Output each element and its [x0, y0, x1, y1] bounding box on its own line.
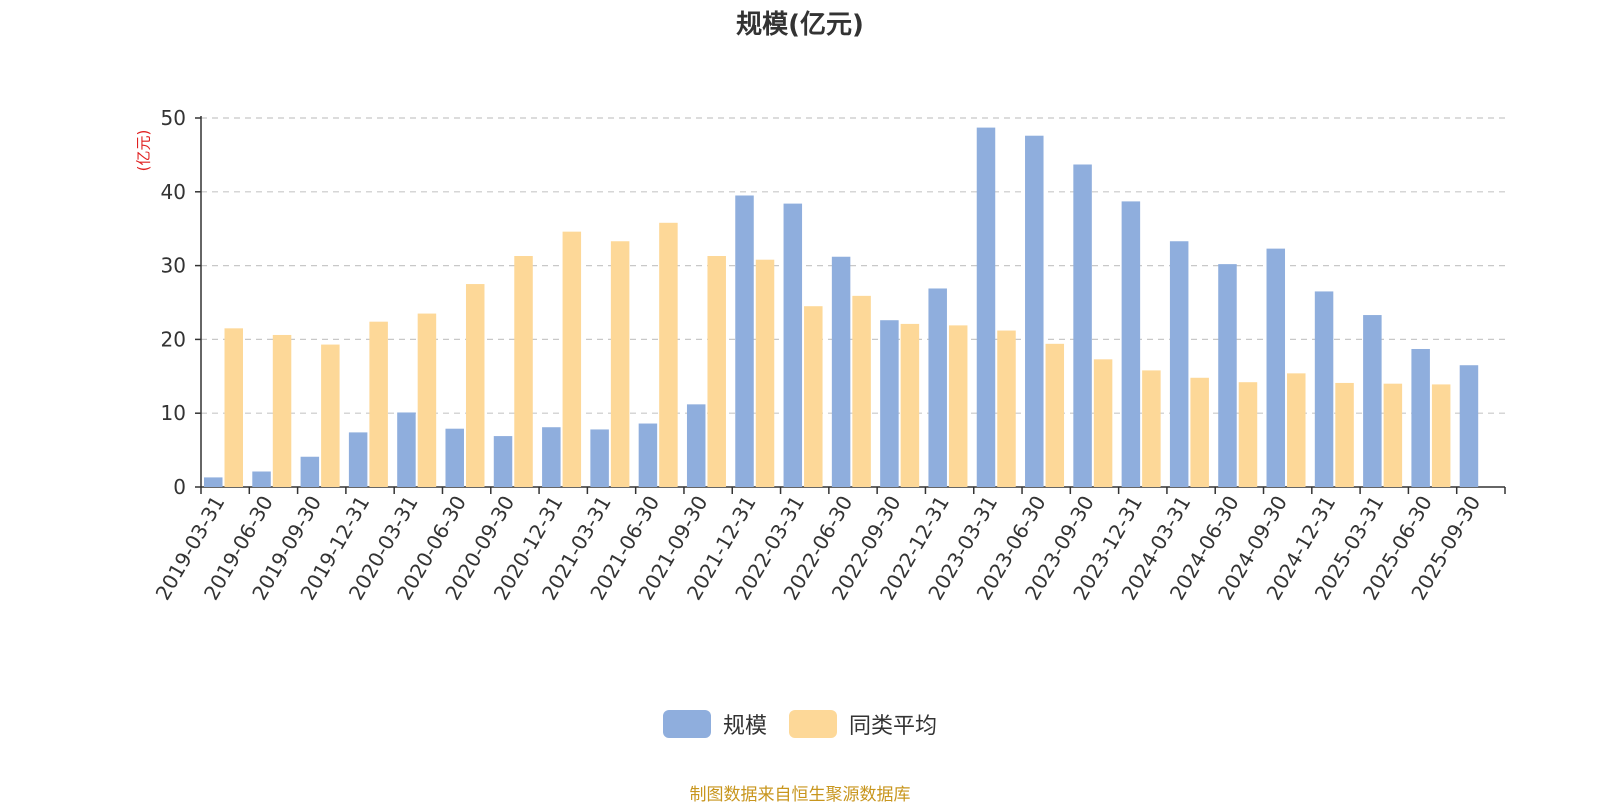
- bar-scale: [831, 256, 851, 487]
- bar-scale: [590, 429, 609, 487]
- y-axis-unit-text: (亿元): [134, 129, 153, 171]
- bar-category-average: [659, 222, 678, 487]
- bar-category-average: [1045, 343, 1065, 487]
- bar-scale: [1459, 365, 1479, 487]
- bar-scale: [1266, 248, 1286, 487]
- bar-scale: [735, 195, 754, 488]
- bar-category-average: [900, 323, 920, 487]
- bar-scale: [1121, 201, 1141, 488]
- bar-scale: [397, 412, 416, 487]
- chart-title: 规模(亿元): [736, 10, 864, 40]
- y-tick-label: 30: [161, 254, 186, 278]
- bar-category-average: [997, 330, 1016, 487]
- bar-scale: [783, 203, 803, 487]
- bar-scale: [1073, 164, 1092, 487]
- legend-swatch-scale: [662, 710, 711, 738]
- bar-category-average: [272, 334, 292, 487]
- bar-scale: [445, 428, 464, 487]
- y-axis-unit-label: (亿元): [130, 120, 156, 180]
- bar-scale: [300, 456, 320, 487]
- y-tick-label: 40: [161, 180, 186, 204]
- legend-label-scale: 规模: [722, 714, 767, 739]
- bar-category-average: [321, 344, 340, 487]
- legend: 规模 同类平均: [0, 708, 1600, 740]
- bar-category-average: [224, 328, 243, 487]
- bar-category-average: [804, 306, 823, 487]
- bar-category-average: [514, 256, 533, 487]
- legend-swatch-category-average: [789, 710, 837, 738]
- bar-category-average: [755, 259, 775, 487]
- bar-scale: [252, 471, 271, 487]
- bar-category-average: [369, 321, 388, 487]
- bar-scale: [1025, 135, 1044, 487]
- data-source-note: 制图数据来自恒生聚源数据库: [689, 785, 911, 805]
- bar-category-average: [1383, 383, 1403, 487]
- bar-scale: [1363, 315, 1382, 487]
- bar-scale: [348, 432, 368, 487]
- bar-category-average: [1431, 384, 1451, 487]
- bar-category-average: [610, 241, 630, 487]
- bar-category-average: [562, 231, 582, 487]
- legend-item-scale[interactable]: 规模: [662, 708, 767, 740]
- bar-scale: [1169, 241, 1189, 487]
- legend-label-category-average: 同类平均: [849, 714, 938, 739]
- y-tick-label: 50: [161, 106, 186, 130]
- bar-scale: [928, 288, 947, 487]
- bar-scale: [1314, 291, 1334, 487]
- legend-item-category-average[interactable]: 同类平均: [789, 708, 937, 740]
- bar-category-average: [465, 284, 485, 487]
- bar-scale: [1218, 264, 1237, 487]
- bar-category-average: [1287, 373, 1306, 487]
- y-tick-label: 20: [161, 327, 186, 351]
- bar-category-average: [1238, 382, 1258, 487]
- bar-category-average: [1335, 382, 1354, 487]
- bar-scale: [976, 127, 996, 488]
- bar-category-average: [852, 295, 871, 487]
- bar-scale: [542, 427, 561, 487]
- bar-scale: [638, 423, 658, 487]
- bar-scale: [493, 436, 513, 487]
- bar-category-average: [1190, 377, 1209, 487]
- bar-scale: [880, 320, 899, 487]
- y-tick-label: 10: [161, 401, 186, 425]
- bar-scale: [1411, 348, 1430, 487]
- bar-scale: [686, 404, 706, 487]
- bar-category-average: [948, 325, 968, 487]
- bar-category-average: [1142, 370, 1161, 487]
- y-tick-label: 0: [173, 475, 186, 499]
- bar-scale: [204, 477, 223, 487]
- bar-category-average: [707, 256, 726, 487]
- bar-category-average: [417, 313, 437, 487]
- bar-category-average: [1093, 359, 1113, 487]
